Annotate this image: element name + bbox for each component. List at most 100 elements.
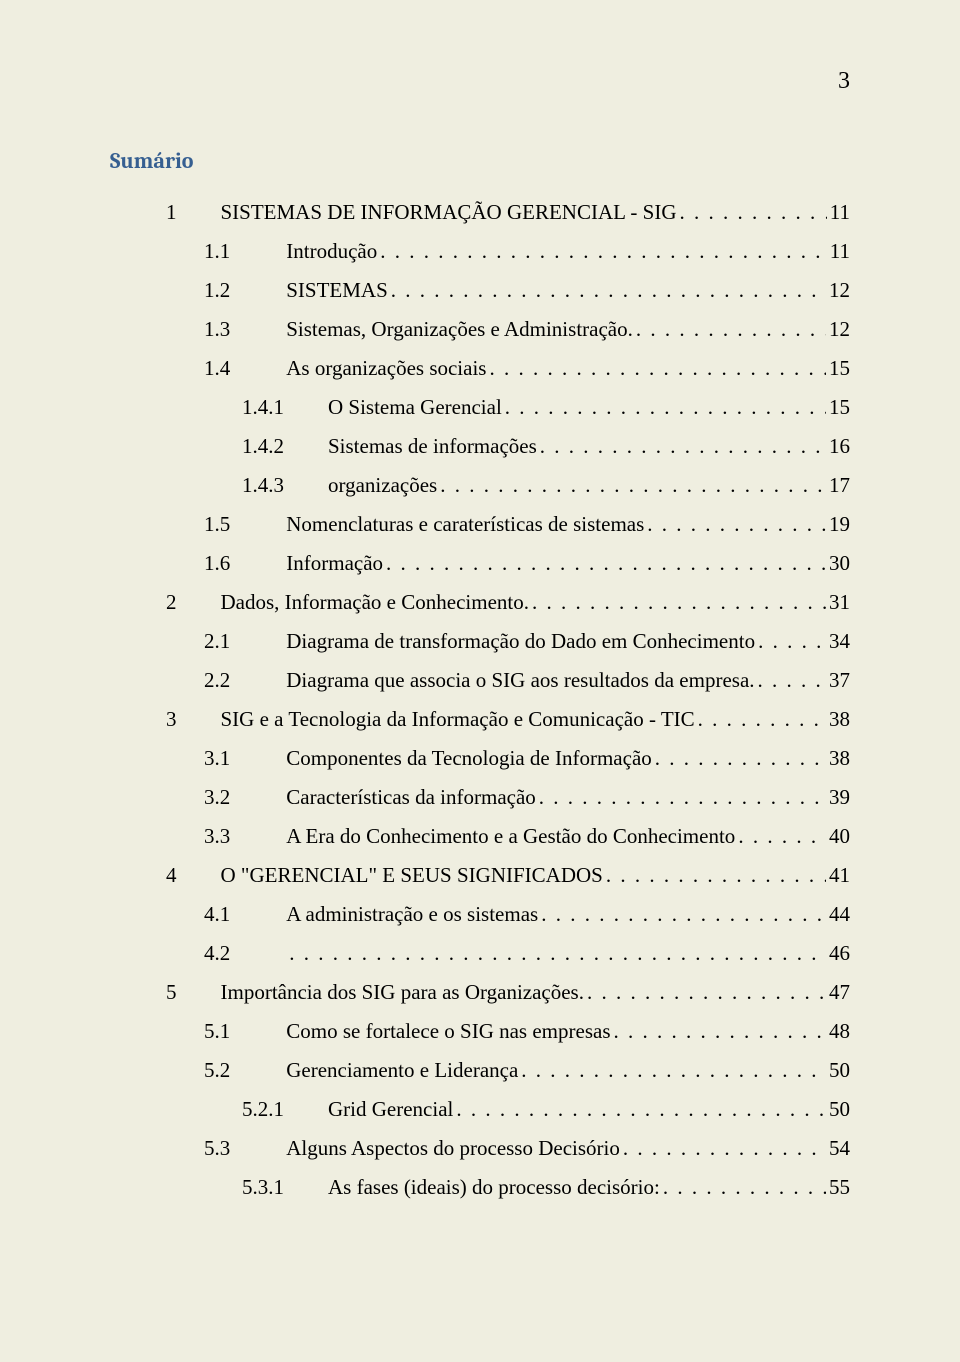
- toc-leader-dots: . . . . . . . . . . . . . . . . . . . . …: [655, 746, 826, 771]
- toc-leader-dots: . . . . . . . . . . . . . . . . . . . . …: [698, 707, 826, 732]
- toc-entry-number: 5: [166, 980, 177, 1005]
- toc-entry-number: 1.4: [204, 356, 230, 381]
- toc-entry-number: 5.3: [204, 1136, 230, 1161]
- toc-entry-number: 2.1: [204, 629, 230, 654]
- toc-leader-dots: . . . . . . . . . . . . . . . . . . . . …: [758, 668, 826, 693]
- toc-leader-dots: . . . . . . . . . . . . . . . . . . . . …: [540, 434, 826, 459]
- toc-entry: 1.6Informação. . . . . . . . . . . . . .…: [204, 551, 850, 576]
- toc-leader-dots: . . . . . . . . . . . . . . . . . . . . …: [680, 200, 827, 225]
- toc-entry: 3.2 Características da informação. . . . …: [204, 785, 850, 810]
- toc-entry-number: 1.4.3: [242, 473, 284, 498]
- toc-entry: 1.2 SISTEMAS. . . . . . . . . . . . . . .…: [204, 278, 850, 303]
- toc-entry: 5 Importância dos SIG para as Organizaçõe…: [166, 980, 850, 1005]
- toc-leader-dots: . . . . . . . . . . . . . . . . . . . . …: [623, 1136, 826, 1161]
- toc-entry-title: Diagrama que associa o SIG aos resultado…: [286, 668, 754, 693]
- toc-entry-page: 55: [829, 1175, 850, 1200]
- toc-leader-dots: . . . . . . . . . . . . . . . . . . . . …: [539, 785, 826, 810]
- toc-entry: 3.3 A Era do Conhecimento e a Gestão do C…: [204, 824, 850, 849]
- page-number: 3: [838, 68, 850, 95]
- toc-entry-title: Diagrama de transformação do Dado em Con…: [286, 629, 755, 654]
- toc-entry-page: 50: [829, 1058, 850, 1083]
- toc-entry: 1.3 Sistemas, Organizações e Administraçã…: [204, 317, 850, 342]
- toc-entry-page: 11: [830, 239, 850, 264]
- toc-entry: 1.5 Nomenclaturas e caraterísticas de sis…: [204, 512, 850, 537]
- toc-entry-page: 44: [829, 902, 850, 927]
- toc-entry-number: 1.4.1: [242, 395, 284, 420]
- toc-entry-title: Características da informação: [286, 785, 536, 810]
- toc-entry: 3SIG e a Tecnologia da Informação e Comu…: [166, 707, 850, 732]
- toc-entry-page: 48: [829, 1019, 850, 1044]
- toc-entry-page: 12: [829, 317, 850, 342]
- toc-entry-title: Nomenclaturas e caraterísticas de sistem…: [286, 512, 644, 537]
- toc-entry-page: 17: [829, 473, 850, 498]
- toc-leader-dots: . . . . . . . . . . . . . . . . . . . . …: [289, 941, 826, 966]
- toc-entry-number: 1: [166, 200, 177, 225]
- toc-leader-dots: . . . . . . . . . . . . . . . . . . . . …: [738, 824, 826, 849]
- toc-entry-page: 54: [829, 1136, 850, 1161]
- toc-entry-title: Gerenciamento e Liderança: [286, 1058, 518, 1083]
- toc-entry: 1 SISTEMAS DE INFORMAÇÃO GERENCIAL - SIG.…: [166, 200, 850, 225]
- toc-entry-title: organizações: [328, 473, 437, 498]
- toc-entry-number: 3.2: [204, 785, 230, 810]
- toc-entry-page: 37: [829, 668, 850, 693]
- toc-entry-page: 30: [829, 551, 850, 576]
- toc-entry-title: Introdução: [286, 239, 377, 264]
- toc-entry-number: 1.5: [204, 512, 230, 537]
- toc-entry-number: 5.2.1: [242, 1097, 284, 1122]
- toc-container: 1 SISTEMAS DE INFORMAÇÃO GERENCIAL - SIG.…: [110, 200, 850, 1200]
- toc-leader-dots: . . . . . . . . . . . . . . . . . . . . …: [606, 863, 826, 888]
- toc-leader-dots: . . . . . . . . . . . . . . . . . . . . …: [391, 278, 826, 303]
- toc-entry-number: 4.2: [204, 941, 230, 966]
- toc-entry-page: 41: [829, 863, 850, 888]
- toc-entry: 1.1Introdução. . . . . . . . . . . . . .…: [204, 239, 850, 264]
- toc-entry-number: 1.1: [204, 239, 230, 264]
- toc-entry: 1.4.3organizações. . . . . . . . . . . .…: [242, 473, 850, 498]
- toc-leader-dots: . . . . . . . . . . . . . . . . . . . . …: [636, 317, 826, 342]
- toc-entry-title: Componentes da Tecnologia de Informação: [286, 746, 652, 771]
- toc-entry: 5.2.1Grid Gerencial. . . . . . . . . . .…: [242, 1097, 850, 1122]
- toc-entry-title: A Era do Conhecimento e a Gestão do Conh…: [286, 824, 735, 849]
- toc-leader-dots: . . . . . . . . . . . . . . . . . . . . …: [521, 1058, 826, 1083]
- toc-entry-title: As organizações sociais: [286, 356, 486, 381]
- toc-entry-title: SISTEMAS: [286, 278, 388, 303]
- toc-entry-title: Sistemas, Organizações e Administração.: [286, 317, 633, 342]
- toc-entry-page: 46: [829, 941, 850, 966]
- toc-entry-number: 1.2: [204, 278, 230, 303]
- toc-entry-title: SISTEMAS DE INFORMAÇÃO GERENCIAL - SIG: [221, 200, 677, 225]
- toc-entry-number: 5.2: [204, 1058, 230, 1083]
- toc-entry-number: 1.3: [204, 317, 230, 342]
- toc-entry: 5.2 Gerenciamento e Liderança. . . . . . …: [204, 1058, 850, 1083]
- toc-entry: 1.4.1O Sistema Gerencial. . . . . . . . …: [242, 395, 850, 420]
- toc-entry-page: 38: [829, 746, 850, 771]
- toc-entry-page: 31: [829, 590, 850, 615]
- toc-leader-dots: . . . . . . . . . . . . . . . . . . . . …: [386, 551, 826, 576]
- toc-leader-dots: . . . . . . . . . . . . . . . . . . . . …: [587, 980, 826, 1005]
- toc-entry-title: Como se fortalece o SIG nas empresas: [286, 1019, 610, 1044]
- toc-entry-number: 1.4.2: [242, 434, 284, 459]
- toc-entry: 4O "GERENCIAL" E SEUS SIGNIFICADOS. . . …: [166, 863, 850, 888]
- toc-entry-page: 39: [829, 785, 850, 810]
- toc-entry-title: Importância dos SIG para as Organizações…: [221, 980, 584, 1005]
- toc-entry: 2Dados, Informação e Conhecimento.. . . …: [166, 590, 850, 615]
- toc-leader-dots: . . . . . . . . . . . . . . . . . . . . …: [532, 590, 826, 615]
- toc-leader-dots: . . . . . . . . . . . . . . . . . . . . …: [647, 512, 826, 537]
- toc-entry-number: 3.3: [204, 824, 230, 849]
- toc-entry-page: 50: [829, 1097, 850, 1122]
- toc-entry-number: 1.6: [204, 551, 230, 576]
- toc-entry: 4.2 . . . . . . . . . . . . . . . . . . .…: [204, 941, 850, 966]
- toc-entry-page: 16: [829, 434, 850, 459]
- content-area: Sumário 1SISTEMAS DE INFORMAÇÃO GERENCIA…: [0, 0, 960, 1200]
- toc-entry: 5.3Alguns Aspectos do processo Decisório…: [204, 1136, 850, 1161]
- toc-entry: 4.1A administração e os sistemas. . . . …: [204, 902, 850, 927]
- toc-entry-title: SIG e a Tecnologia da Informação e Comun…: [221, 707, 695, 732]
- toc-leader-dots: . . . . . . . . . . . . . . . . . . . . …: [614, 1019, 827, 1044]
- toc-entry-number: 2.2: [204, 668, 230, 693]
- toc-entry-title: As fases (ideais) do processo decisório:: [328, 1175, 660, 1200]
- toc-entry-title: Sistemas de informações: [328, 434, 537, 459]
- toc-entry-page: 40: [829, 824, 850, 849]
- toc-entry-number: 4: [166, 863, 177, 888]
- toc-entry-title: Dados, Informação e Conhecimento.: [221, 590, 529, 615]
- toc-entry: 1.4.2 Sistemas de informações. . . . . . …: [242, 434, 850, 459]
- toc-entry: 2.2 Diagrama que associa o SIG aos result…: [204, 668, 850, 693]
- toc-entry: 2.1 Diagrama de transformação do Dado em …: [204, 629, 850, 654]
